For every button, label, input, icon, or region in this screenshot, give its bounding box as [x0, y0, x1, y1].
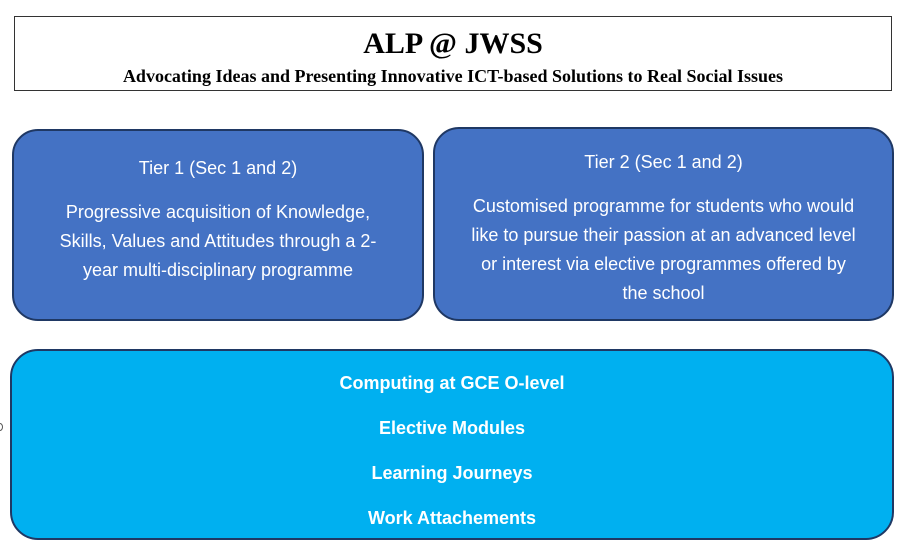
tier-1-box: Tier 1 (Sec 1 and 2) Progressive acquisi…: [12, 129, 424, 321]
programme-components-list: Computing at GCE O-level Elective Module…: [12, 351, 892, 551]
list-item-elective-modules: Elective Modules: [378, 418, 526, 438]
list-item-learning-journeys: Learning Journeys: [371, 463, 533, 483]
header-box: ALP @ JWSS Advocating Ideas and Presenti…: [14, 16, 892, 91]
page-title: ALP @ JWSS: [363, 27, 543, 60]
page-subtitle: Advocating Ideas and Presenting Innovati…: [122, 66, 784, 86]
tier-1-description: Progressive acquisition of Knowledge, Sk…: [59, 202, 377, 280]
list-item-work-attachements: Work Attachements: [367, 508, 537, 528]
connector-edge-mark: [0, 423, 3, 431]
tier-2-title: Tier 2 (Sec 1 and 2): [584, 152, 743, 172]
tier-2-description: Customised programme for students who wo…: [471, 196, 856, 303]
tier-2-box: Tier 2 (Sec 1 and 2) Customised programm…: [433, 127, 894, 321]
list-item-computing: Computing at GCE O-level: [339, 373, 565, 393]
programme-components-box: Computing at GCE O-level Elective Module…: [10, 349, 894, 540]
tier-1-title: Tier 1 (Sec 1 and 2): [138, 158, 298, 178]
